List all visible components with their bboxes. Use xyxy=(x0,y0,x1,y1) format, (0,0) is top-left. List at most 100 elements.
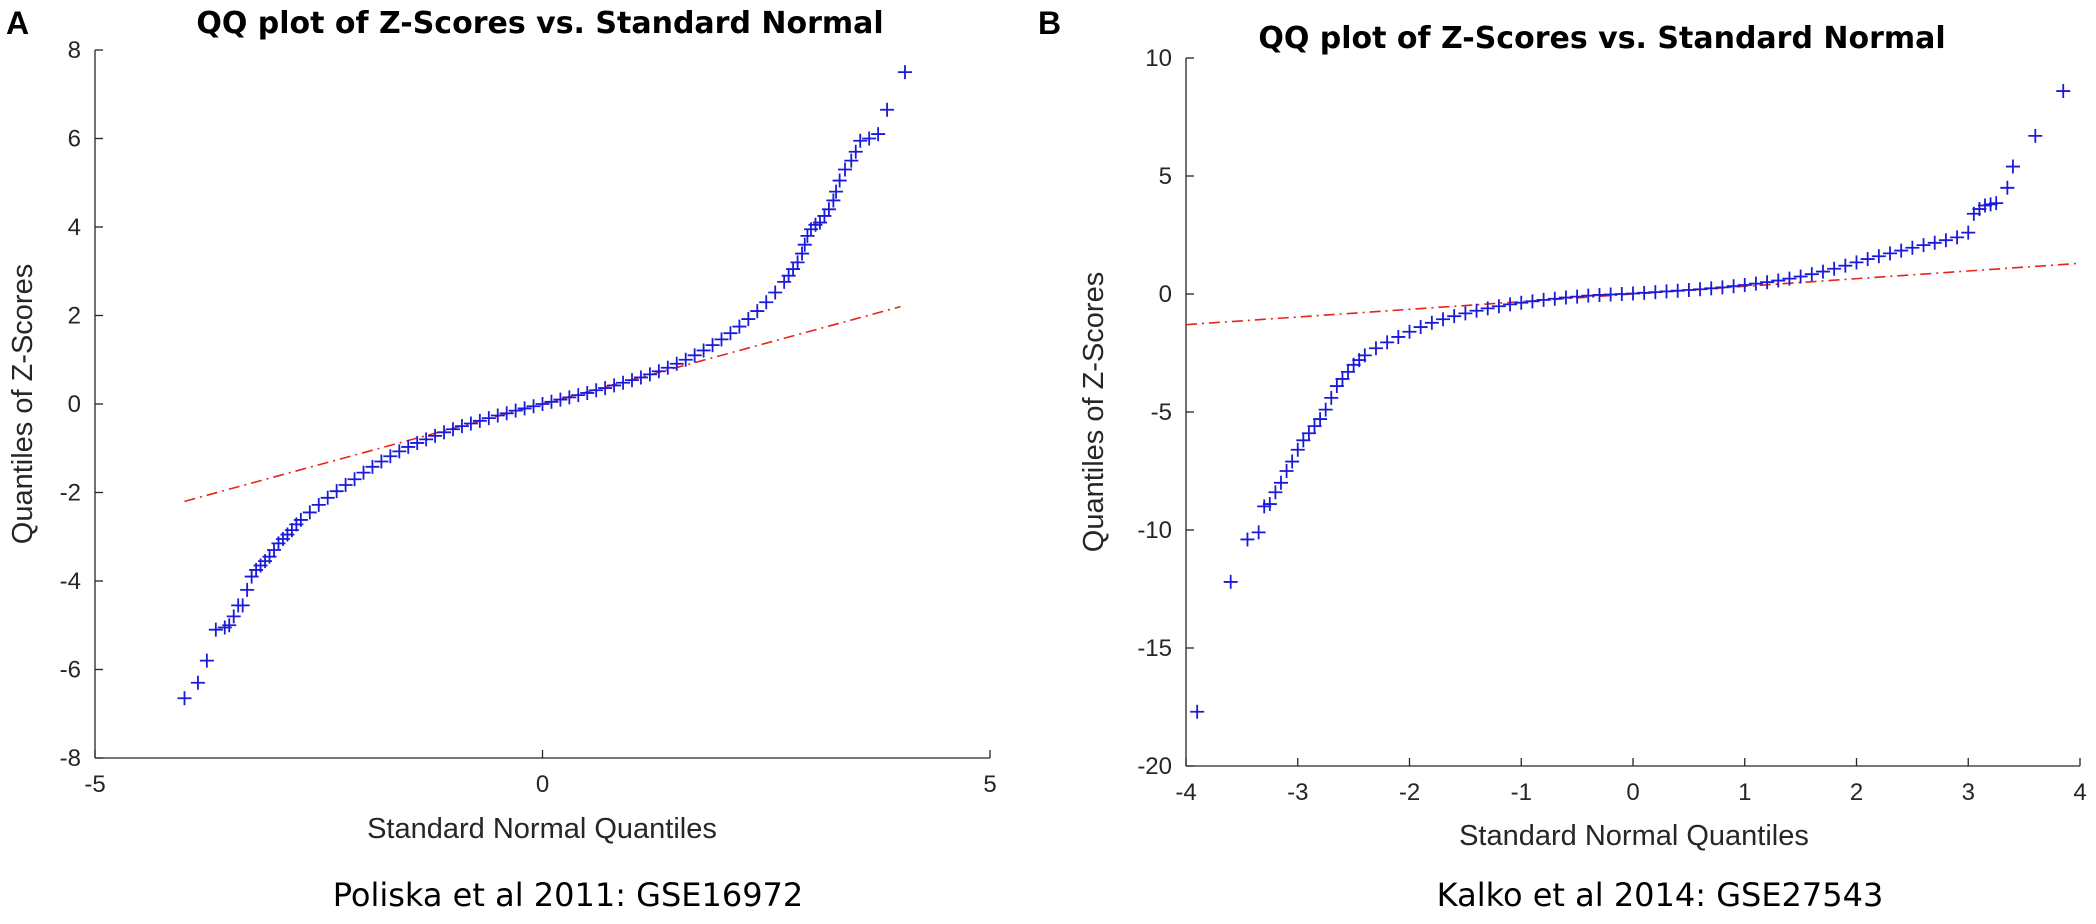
panel-a-x-ticks: -5 0 5 xyxy=(84,750,997,798)
panel-b-qq-point xyxy=(1313,412,1328,427)
panel-a-qq-point xyxy=(517,401,532,416)
panel-b-qq-point xyxy=(1525,294,1540,309)
panel-b-qq-point xyxy=(1715,280,1730,295)
panel-b-qq-point xyxy=(1436,312,1451,327)
panel-b-qq-point xyxy=(1268,485,1283,500)
panel-b-qq-point xyxy=(1380,335,1395,350)
panel-b-qq-point xyxy=(1318,402,1333,417)
panel-a-qq-point xyxy=(446,422,460,437)
panel-b-x-tick-label: -3 xyxy=(1287,779,1308,806)
panel-b-y-tick-label: -20 xyxy=(1137,753,1172,780)
panel-b-qq-point xyxy=(1961,225,1976,240)
panel-a-y-tick-label: 0 xyxy=(68,391,81,418)
panel-a-x-tick-label: 0 xyxy=(536,771,549,798)
panel-a-qq-point xyxy=(642,367,657,382)
panel-a-qq-point xyxy=(589,383,604,398)
panel-b-qq-point xyxy=(1341,364,1356,379)
panel-a-qq-point xyxy=(696,343,711,358)
panel-b-y-ticks: -20 -15 -10 -5 0 5 10 xyxy=(1137,45,1194,780)
panel-a-qq-point xyxy=(705,338,720,353)
panel-b-qq-point xyxy=(1983,197,1998,212)
panel-a: A QQ plot of Z-Scores vs. Standard Norma… xyxy=(6,5,997,914)
panel-b-qq-point xyxy=(1424,315,1439,330)
panel-b-qq-point xyxy=(1916,238,1931,253)
panel-b-qq-point xyxy=(1726,279,1741,294)
panel-a-qq-point xyxy=(862,131,877,146)
panel-a-label: A xyxy=(6,5,29,41)
panel-b-y-tick-label: -10 xyxy=(1137,517,1172,544)
panel-b-qq-point xyxy=(2028,128,2043,143)
panel-a-qq-point xyxy=(732,319,747,334)
panel-a-qq-point xyxy=(853,133,868,148)
panel-a-qq-point xyxy=(428,428,443,443)
panel-b-reference-line xyxy=(1185,262,2081,326)
panel-a-x-tick-label: 5 xyxy=(983,771,996,798)
panel-b-qq-point xyxy=(1771,273,1786,288)
panel-b-qq-point xyxy=(1368,341,1383,356)
panel-a-qq-point xyxy=(490,408,505,423)
panel-b-qq-point xyxy=(2056,84,2071,99)
panel-a-y-tick-label: -2 xyxy=(60,480,81,507)
panel-b-y-tick-label: -15 xyxy=(1137,635,1172,662)
panel-b-qq-point xyxy=(1804,267,1819,282)
panel-b-qq-point xyxy=(1693,282,1708,297)
panel-a-qq-point xyxy=(526,399,541,414)
panel-a-qq-point xyxy=(598,381,613,396)
panel-a-y-tick-label: 4 xyxy=(68,214,81,241)
panel-b-qq-point xyxy=(1469,303,1484,318)
panel-a-qq-point xyxy=(329,484,344,499)
panel-a-qq-point xyxy=(463,416,478,431)
panel-a-qq-point xyxy=(687,348,702,363)
panel-b-x-tick-label: -2 xyxy=(1399,779,1420,806)
panel-b-qq-point xyxy=(1927,235,1942,250)
panel-b-qq-point xyxy=(1329,379,1344,394)
panel-b-qq-point xyxy=(1737,278,1752,293)
panel-a-qq-point xyxy=(562,390,577,405)
panel-b-qq-point xyxy=(1972,202,1987,217)
panel-a-qq-point xyxy=(499,406,514,421)
panel-a-qq-point xyxy=(226,609,241,624)
panel-a-qq-point xyxy=(871,127,886,142)
panel-a-y-tick-label: -8 xyxy=(60,745,81,772)
panel-b: B QQ plot of Z-Scores vs. Standard Norma… xyxy=(1038,5,2087,914)
panel-b-x-tick-label: -1 xyxy=(1511,779,1532,806)
panel-b-qq-point xyxy=(1950,230,1965,245)
panel-a-qq-point xyxy=(759,295,774,310)
panel-b-qq-point xyxy=(1262,497,1277,512)
panel-b-x-tick-label: 3 xyxy=(1962,779,1975,806)
panel-b-qq-point xyxy=(1447,309,1462,324)
panel-a-qq-point xyxy=(741,312,756,327)
panel-b-qq-point xyxy=(1748,276,1763,291)
panel-b-qq-point xyxy=(1257,499,1272,514)
panel-a-qq-point xyxy=(240,582,255,597)
panel-a-x-axis-label: Standard Normal Quantiles xyxy=(367,813,717,845)
panel-a-qq-point xyxy=(829,184,844,199)
panel-b-qq-point xyxy=(1391,329,1406,344)
panel-b-x-tick-label: 4 xyxy=(2073,779,2086,806)
panel-b-qq-point xyxy=(1871,249,1886,264)
panel-b-qq-point xyxy=(1760,275,1775,290)
panel-b-x-ticks: -4 -3 -2 -1 0 1 2 3 4 xyxy=(1175,758,2087,806)
panel-a-qq-point xyxy=(795,246,810,261)
panel-a-qq-point xyxy=(633,370,648,385)
panel-b-qq-point xyxy=(2000,180,2015,195)
panel-a-qq-point xyxy=(437,425,452,440)
panel-b-qq-point xyxy=(1402,324,1417,339)
panel-b-x-tick-label: 2 xyxy=(1850,779,1863,806)
panel-b-y-tick-label: 5 xyxy=(1159,163,1172,190)
panel-a-qq-point xyxy=(678,352,693,367)
panel-a-qq-point xyxy=(821,202,836,217)
panel-a-qq-point xyxy=(660,360,675,375)
panel-b-qq-point xyxy=(1307,419,1322,434)
panel-a-qq-point xyxy=(235,598,250,613)
panel-b-qq-point xyxy=(1536,292,1551,307)
panel-a-qq-point xyxy=(199,653,214,668)
panel-b-qq-point xyxy=(1793,269,1808,284)
panel-a-qq-point xyxy=(571,388,586,403)
panel-a-y-tick-label: -4 xyxy=(60,568,81,595)
panel-b-qq-point xyxy=(1838,258,1853,273)
panel-a-qq-point xyxy=(797,237,812,252)
panel-a-qq-point xyxy=(208,622,223,637)
panel-a-qq-point xyxy=(481,411,496,426)
